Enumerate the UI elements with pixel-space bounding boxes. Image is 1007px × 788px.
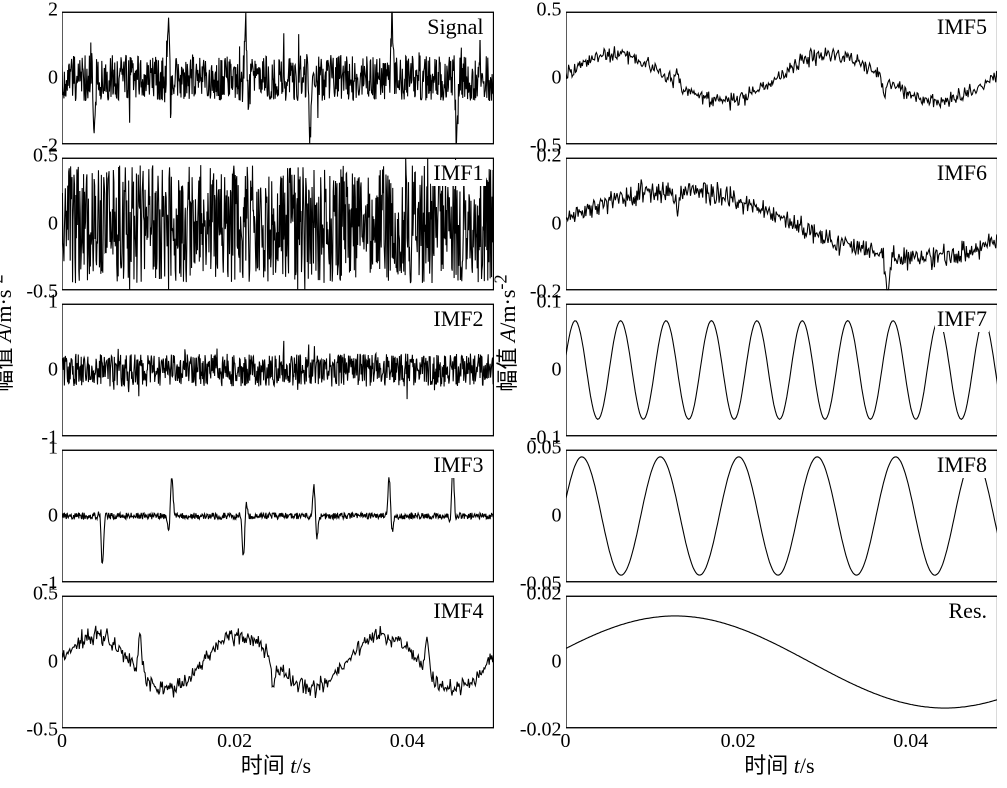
panel-title: IMF8 [935,452,989,478]
panel-imf7: -0.100.1IMF7 [566,302,998,438]
panel-title: IMF2 [431,306,485,332]
left-xlabel: 时间 t/s [241,748,311,780]
xtick-label: 0 [561,730,571,753]
ytick-label: 0.05 [527,437,566,460]
ytick-label: 0 [552,651,566,674]
panel-title: IMF4 [431,598,485,624]
ytick-label: 0 [48,651,62,674]
ytick-label: 0.5 [33,583,62,606]
ytick-label: -0.02 [520,719,566,742]
panel-title: IMF1 [431,160,485,186]
ytick-label: 0.5 [33,145,62,168]
panel-title: Res. [947,598,990,624]
ytick-label: 0 [48,67,62,90]
emd-decomposition-figure: 幅值 A/m·s-2 -202Signal -0.500.5IMF1 -101I… [10,10,997,778]
panel-title: IMF6 [935,160,989,186]
panel-title: IMF5 [935,14,989,40]
ytick-label: 0 [552,359,566,382]
ytick-label: 0 [552,505,566,528]
panel-imf5: -0.500.5IMF5 [566,10,998,146]
xtick-label: 0 [57,730,67,753]
left-panels: -202Signal -0.500.5IMF1 -101IMF2 -101IMF… [62,10,494,730]
panel-title: Signal [425,14,485,40]
panel-title: IMF3 [431,452,485,478]
ytick-label: 0.5 [537,0,566,22]
ytick-label: 0.2 [537,145,566,168]
panel-imf1: -0.500.5IMF1 [62,156,494,292]
panel-imf3: -101IMF3 [62,448,494,584]
ytick-label: 0.1 [537,291,566,314]
ytick-label: 1 [48,291,62,314]
panel-imf2: -101IMF2 [62,302,494,438]
left-ylabel: 幅值 A/m·s-2 [0,275,18,392]
right-ylabel: 幅值 A/m·s-2 [490,275,522,392]
panel-imf6: -0.200.2IMF6 [566,156,998,292]
right-panels: -0.500.5IMF5 -0.200.2IMF6 -0.100.1IMF7 -… [566,10,998,730]
panel-imf4: -0.500.500.020.04IMF4 [62,594,494,730]
xtick-label: 0.04 [893,730,928,753]
ytick-label: 0 [48,213,62,236]
ytick-label: 0.02 [527,583,566,606]
right-column: 幅值 A/m·s-2 -0.500.5IMF5 -0.200.2IMF6 -0.… [514,10,998,778]
ytick-label: 0 [552,213,566,236]
panel-imf8: -0.0500.05IMF8 [566,448,998,584]
ytick-label: 2 [48,0,62,22]
right-xlabel: 时间 t/s [744,748,814,780]
ytick-label: 0 [48,359,62,382]
ytick-label: 0 [552,67,566,90]
xtick-label: 0.04 [390,730,425,753]
ytick-label: 1 [48,437,62,460]
panel-res: -0.0200.0200.020.04Res. [566,594,998,730]
panel-title: IMF7 [935,306,989,332]
ytick-label: 0 [48,505,62,528]
left-column: 幅值 A/m·s-2 -202Signal -0.500.5IMF1 -101I… [10,10,494,778]
panel-signal: -202Signal [62,10,494,146]
